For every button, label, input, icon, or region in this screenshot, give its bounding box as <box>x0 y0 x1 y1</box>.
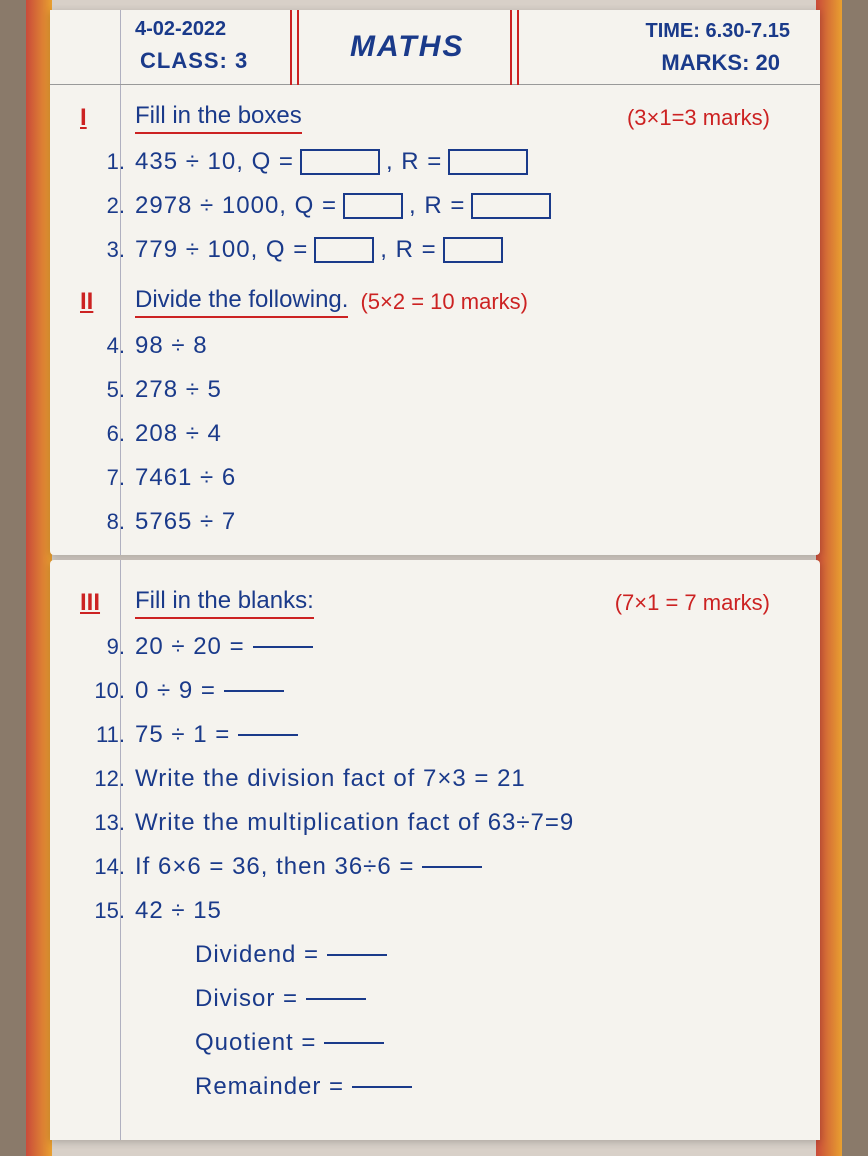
question-11: 11. 75 ÷ 1 = <box>135 716 800 754</box>
worksheet-page-bottom: III Fill in the blanks: (7×1 = 7 marks) … <box>50 560 820 1140</box>
question-text: Write the division fact of 7×3 = 21 <box>135 765 526 793</box>
question-text: 779 ÷ 100, Q = <box>135 236 308 264</box>
section-number: I <box>80 104 87 132</box>
subject-title: MATHS <box>350 30 464 64</box>
answer-blank[interactable] <box>253 646 313 648</box>
question-number: 14. <box>85 854 125 880</box>
section-title: Fill in the blanks: <box>135 587 314 619</box>
section-number: III <box>80 589 100 617</box>
question-number: 1. <box>85 149 125 175</box>
question-number: 5. <box>85 377 125 403</box>
sub-label: Quotient = <box>195 1029 316 1057</box>
section-1-header: I Fill in the boxes (3×1=3 marks) <box>135 99 800 137</box>
marks-text: MARKS: 20 <box>661 50 780 76</box>
question-text: , R = <box>380 236 436 264</box>
question-12: 12. Write the division fact of 7×3 = 21 <box>135 760 800 798</box>
sub-label: Divisor = <box>195 985 298 1013</box>
answer-blank[interactable] <box>422 866 482 868</box>
question-text: 98 ÷ 8 <box>135 332 208 360</box>
question-text: 278 ÷ 5 <box>135 376 222 404</box>
worksheet-header: 4-02-2022 CLASS: 3 MATHS TIME: 6.30-7.15… <box>50 10 820 85</box>
question-number: 9. <box>85 634 125 660</box>
question-number: 11. <box>85 722 125 748</box>
question-number: 7. <box>85 465 125 491</box>
question-text: 20 ÷ 20 = <box>135 633 245 661</box>
question-4: 4. 98 ÷ 8 <box>135 327 800 365</box>
header-divider <box>517 10 519 85</box>
question-2: 2. 2978 ÷ 1000, Q = , R = <box>135 187 800 225</box>
section-marks: (7×1 = 7 marks) <box>615 590 800 616</box>
question-text: 0 ÷ 9 = <box>135 677 216 705</box>
question-15-quotient: Quotient = <box>195 1024 800 1062</box>
question-text: , R = <box>386 148 442 176</box>
answer-blank[interactable] <box>324 1042 384 1044</box>
question-number: 3. <box>85 237 125 263</box>
section-3-header: III Fill in the blanks: (7×1 = 7 marks) <box>135 584 800 622</box>
section-marks: (3×1=3 marks) <box>627 105 800 131</box>
sub-label: Dividend = <box>195 941 319 969</box>
question-14: 14. If 6×6 = 36, then 36÷6 = <box>135 848 800 886</box>
answer-box[interactable] <box>471 193 551 219</box>
header-divider <box>290 10 292 85</box>
question-10: 10. 0 ÷ 9 = <box>135 672 800 710</box>
section-title: Divide the following. <box>135 286 348 318</box>
section-title: Fill in the boxes <box>135 102 302 134</box>
question-1: 1. 435 ÷ 10, Q = , R = <box>135 143 800 181</box>
question-number: 4. <box>85 333 125 359</box>
answer-blank[interactable] <box>224 690 284 692</box>
answer-blank[interactable] <box>327 954 387 956</box>
section-2-header: II Divide the following. (5×2 = 10 marks… <box>135 283 800 321</box>
answer-box[interactable] <box>343 193 403 219</box>
sub-label: Remainder = <box>195 1073 344 1101</box>
answer-box[interactable] <box>314 237 374 263</box>
question-number: 8. <box>85 509 125 535</box>
question-number: 6. <box>85 421 125 447</box>
question-3: 3. 779 ÷ 100, Q = , R = <box>135 231 800 269</box>
question-15-dividend: Dividend = <box>195 936 800 974</box>
class-text: CLASS: 3 <box>140 48 248 74</box>
question-number: 13. <box>85 810 125 836</box>
header-divider <box>297 10 299 85</box>
question-text: 42 ÷ 15 <box>135 897 222 925</box>
answer-box[interactable] <box>443 237 503 263</box>
question-text: , R = <box>409 192 465 220</box>
question-6: 6. 208 ÷ 4 <box>135 415 800 453</box>
date-text: 4-02-2022 <box>135 18 226 41</box>
question-number: 15. <box>85 898 125 924</box>
answer-box[interactable] <box>448 149 528 175</box>
question-text: 5765 ÷ 7 <box>135 508 236 536</box>
question-text: 435 ÷ 10, Q = <box>135 148 294 176</box>
question-number: 2. <box>85 193 125 219</box>
question-number: 12. <box>85 766 125 792</box>
question-15-remainder: Remainder = <box>195 1068 800 1106</box>
question-text: 208 ÷ 4 <box>135 420 222 448</box>
question-13: 13. Write the multiplication fact of 63÷… <box>135 804 800 842</box>
section-marks: (5×2 = 10 marks) <box>360 289 528 315</box>
content-top: I Fill in the boxes (3×1=3 marks) 1. 435… <box>50 85 820 555</box>
question-text: 7461 ÷ 6 <box>135 464 236 492</box>
question-9: 9. 20 ÷ 20 = <box>135 628 800 666</box>
header-divider <box>510 10 512 85</box>
question-7: 7. 7461 ÷ 6 <box>135 459 800 497</box>
question-15: 15. 42 ÷ 15 <box>135 892 800 930</box>
question-text: 2978 ÷ 1000, Q = <box>135 192 337 220</box>
worksheet-page-top: 4-02-2022 CLASS: 3 MATHS TIME: 6.30-7.15… <box>50 10 820 555</box>
question-text: Write the multiplication fact of 63÷7=9 <box>135 809 574 837</box>
answer-blank[interactable] <box>238 734 298 736</box>
question-number: 10. <box>85 678 125 704</box>
time-text: TIME: 6.30-7.15 <box>645 20 790 43</box>
answer-box[interactable] <box>300 149 380 175</box>
question-text: If 6×6 = 36, then 36÷6 = <box>135 853 414 881</box>
answer-blank[interactable] <box>306 998 366 1000</box>
answer-blank[interactable] <box>352 1086 412 1088</box>
content-bottom: III Fill in the blanks: (7×1 = 7 marks) … <box>50 560 820 1120</box>
question-8: 8. 5765 ÷ 7 <box>135 503 800 541</box>
section-number: II <box>80 288 93 316</box>
question-5: 5. 278 ÷ 5 <box>135 371 800 409</box>
question-15-divisor: Divisor = <box>195 980 800 1018</box>
question-text: 75 ÷ 1 = <box>135 721 230 749</box>
